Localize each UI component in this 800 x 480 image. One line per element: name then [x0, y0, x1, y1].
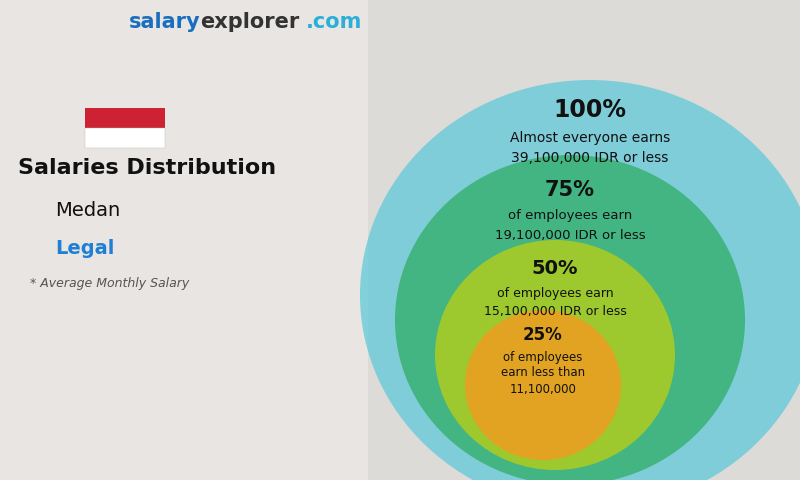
- Text: of employees earn: of employees earn: [497, 287, 614, 300]
- Text: Almost everyone earns: Almost everyone earns: [510, 131, 670, 145]
- FancyBboxPatch shape: [0, 0, 368, 480]
- Text: Legal: Legal: [55, 239, 114, 257]
- Text: 50%: 50%: [532, 259, 578, 277]
- Text: Medan: Medan: [55, 201, 120, 219]
- Text: 15,100,000 IDR or less: 15,100,000 IDR or less: [484, 305, 626, 319]
- Ellipse shape: [395, 155, 745, 480]
- FancyBboxPatch shape: [85, 108, 165, 128]
- Text: explorer: explorer: [200, 12, 299, 32]
- Ellipse shape: [360, 80, 800, 480]
- Text: 19,100,000 IDR or less: 19,100,000 IDR or less: [494, 229, 646, 242]
- Text: of employees: of employees: [503, 350, 582, 363]
- Ellipse shape: [465, 310, 621, 460]
- FancyBboxPatch shape: [85, 128, 165, 148]
- Text: 25%: 25%: [523, 326, 563, 344]
- Text: 11,100,000: 11,100,000: [510, 383, 577, 396]
- Text: 39,100,000 IDR or less: 39,100,000 IDR or less: [511, 151, 669, 165]
- Text: * Average Monthly Salary: * Average Monthly Salary: [30, 277, 190, 290]
- Text: 75%: 75%: [545, 180, 595, 200]
- Text: .com: .com: [306, 12, 362, 32]
- Ellipse shape: [435, 240, 675, 470]
- Text: earn less than: earn less than: [501, 367, 585, 380]
- Text: salary: salary: [128, 12, 200, 32]
- Text: of employees earn: of employees earn: [508, 209, 632, 223]
- Text: Salaries Distribution: Salaries Distribution: [18, 158, 276, 178]
- Text: 100%: 100%: [554, 98, 626, 122]
